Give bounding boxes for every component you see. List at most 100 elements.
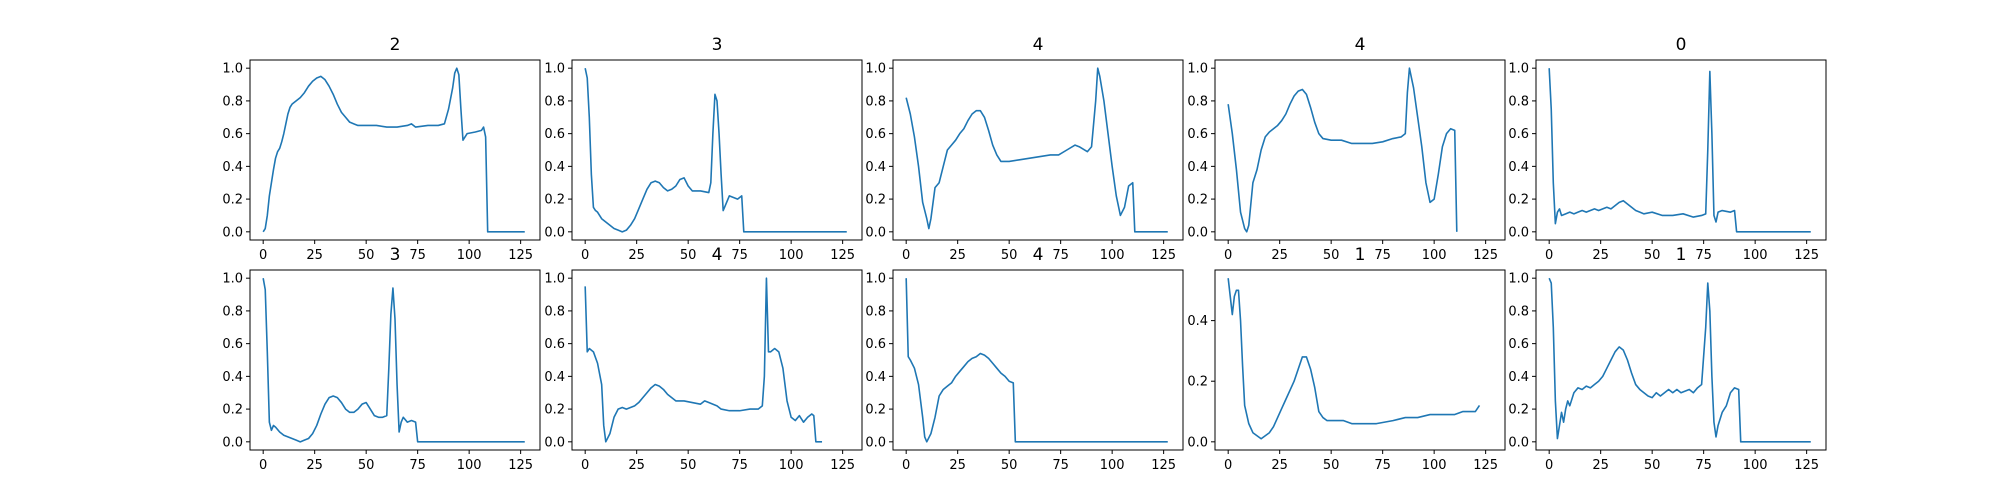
y-tick-label: 0.8 — [865, 94, 886, 109]
y-tick-label: 1.0 — [1508, 62, 1529, 77]
x-tick-label: 25 — [306, 458, 323, 473]
y-tick-label: 0.6 — [222, 337, 243, 352]
subplot-5: 0 0 25 50 75 100 125 0.0 0.2 0.4 0.6 0.8 1.0 — [1508, 35, 1827, 263]
y-tick-label: 0.4 — [544, 160, 565, 175]
y-tick-label: 0.4 — [1187, 160, 1208, 175]
series-line — [1227, 278, 1481, 440]
x-tick-label: 50 — [680, 248, 697, 263]
plot-frame — [1535, 269, 1827, 451]
y-tick-label: 0.6 — [1508, 127, 1529, 142]
x-tick-label: 25 — [949, 248, 966, 263]
y-tick-label: 0.6 — [544, 127, 565, 142]
series-line — [1227, 67, 1458, 233]
x-tick-label: 125 — [1473, 458, 1498, 473]
subplot-title: 4 — [712, 245, 723, 265]
series-line — [1548, 68, 1811, 233]
x-tick-label: 25 — [1271, 458, 1288, 473]
x-tick-label: 0 — [1545, 248, 1553, 263]
y-tick-label: 0.8 — [1187, 94, 1208, 109]
plot-frame — [249, 269, 541, 451]
x-tick-label: 125 — [508, 458, 533, 473]
y-tick-label: 0.6 — [544, 337, 565, 352]
x-tick-label: 75 — [1052, 458, 1069, 473]
x-tick-label: 25 — [1592, 248, 1609, 263]
y-tick-label: 0.0 — [1508, 225, 1529, 240]
subplot-1: 2 0 25 50 75 100 125 0.0 0.2 0.4 0.6 0.8 1.0 — [222, 35, 541, 263]
y-tick-label: 1.0 — [865, 62, 886, 77]
y-tick-label: 1.0 — [1187, 62, 1208, 77]
subplot-title: 4 — [1033, 245, 1044, 265]
series-line — [584, 277, 823, 443]
x-tick-label: 50 — [1001, 248, 1018, 263]
series-line — [262, 67, 525, 233]
x-tick-label: 50 — [1644, 248, 1661, 263]
y-tick-label: 0.8 — [222, 94, 243, 109]
x-tick-label: 50 — [358, 248, 375, 263]
y-tick-label: 0.6 — [1508, 337, 1529, 352]
x-tick-label: 25 — [306, 248, 323, 263]
x-tick-label: 0 — [902, 458, 910, 473]
y-tick-label: 0.4 — [1187, 314, 1208, 329]
x-tick-label: 125 — [1151, 458, 1176, 473]
x-tick-label: 125 — [1794, 248, 1819, 263]
x-tick-label: 0 — [902, 248, 910, 263]
y-tick-label: 0.2 — [1187, 375, 1208, 390]
x-tick-label: 75 — [731, 458, 748, 473]
y-tick-label: 0.0 — [222, 225, 243, 240]
x-tick-label: 25 — [1592, 458, 1609, 473]
x-tick-label: 50 — [1001, 458, 1018, 473]
x-tick-label: 100 — [1743, 248, 1768, 263]
x-tick-label: 125 — [1794, 458, 1819, 473]
x-tick-label: 100 — [779, 248, 804, 263]
plot-frame — [1214, 269, 1506, 451]
y-tick-label: 0.0 — [865, 435, 886, 450]
y-tick-label: 0.0 — [1187, 225, 1208, 240]
y-tick-label: 0.0 — [544, 225, 565, 240]
x-tick-label: 25 — [949, 458, 966, 473]
subplot-title: 2 — [390, 35, 401, 55]
subplot-7: 4 0 25 50 75 100 125 0.0 0.2 0.4 0.6 0.8 1.0 — [544, 245, 863, 473]
x-tick-label: 75 — [1052, 248, 1069, 263]
x-tick-label: 75 — [409, 458, 426, 473]
y-tick-label: 0.4 — [865, 370, 886, 385]
y-tick-label: 0.2 — [544, 193, 565, 208]
y-tick-label: 0.0 — [1508, 435, 1529, 450]
y-tick-label: 0.2 — [1187, 193, 1208, 208]
y-tick-label: 1.0 — [544, 272, 565, 287]
x-tick-label: 0 — [1545, 458, 1553, 473]
plot-frame — [892, 269, 1184, 451]
y-tick-label: 0.6 — [222, 127, 243, 142]
subplot-title: 3 — [712, 35, 723, 55]
series-line — [1548, 277, 1811, 443]
x-tick-label: 100 — [1422, 458, 1447, 473]
x-tick-label: 25 — [628, 458, 645, 473]
x-tick-label: 125 — [508, 248, 533, 263]
subplot-4: 4 0 25 50 75 100 125 0.0 0.2 0.4 0.6 0.8 1.0 — [1187, 35, 1506, 263]
subplot-title: 4 — [1355, 35, 1366, 55]
x-tick-label: 25 — [628, 248, 645, 263]
x-tick-label: 25 — [1271, 248, 1288, 263]
y-tick-label: 0.2 — [1508, 403, 1529, 418]
y-tick-label: 0.2 — [865, 193, 886, 208]
plot-frame — [571, 269, 863, 451]
subplot-title: 1 — [1355, 245, 1366, 265]
plot-frame — [1214, 59, 1506, 241]
y-tick-label: 0.8 — [1508, 94, 1529, 109]
y-tick-label: 0.4 — [222, 370, 243, 385]
subplot-10: 1 0 25 50 75 100 125 0.0 0.2 0.4 0.6 0.8 1.0 — [1508, 245, 1827, 473]
y-tick-label: 0.2 — [222, 403, 243, 418]
y-tick-label: 0.2 — [544, 403, 565, 418]
x-tick-label: 0 — [581, 248, 589, 263]
x-tick-label: 75 — [409, 248, 426, 263]
subplot-title: 3 — [390, 245, 401, 265]
x-tick-label: 0 — [1224, 458, 1232, 473]
y-tick-label: 1.0 — [222, 62, 243, 77]
x-tick-label: 50 — [1323, 248, 1340, 263]
y-tick-label: 1.0 — [222, 272, 243, 287]
y-tick-label: 1.0 — [865, 272, 886, 287]
y-tick-label: 0.4 — [544, 370, 565, 385]
plot-frame — [249, 59, 541, 241]
x-tick-label: 100 — [1100, 458, 1125, 473]
y-tick-label: 0.8 — [544, 94, 565, 109]
